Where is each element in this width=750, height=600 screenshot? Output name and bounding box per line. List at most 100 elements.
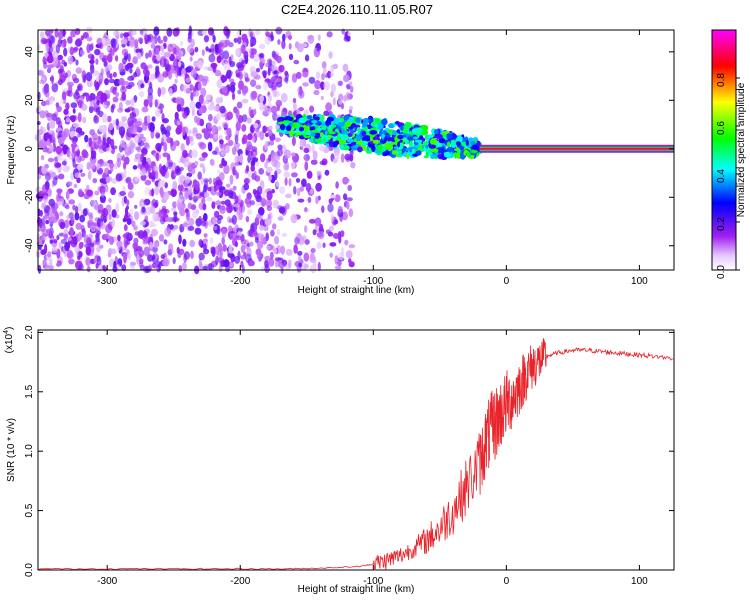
spectrogram-cell: [356, 140, 363, 146]
spectrogram-cell: [69, 127, 76, 132]
spectrogram-cell: [354, 121, 362, 125]
spectrogram-cell: [298, 107, 304, 112]
spectrogram-cell: [45, 228, 52, 235]
spectrogram-cell: [124, 156, 130, 165]
colorbar-ticks: 0.0 0.2 0.4 0.6 0.8: [716, 73, 740, 279]
spectrogram-cell: [208, 133, 214, 139]
spectrogram-cell: [306, 125, 310, 132]
spectrogram-cell: [249, 53, 255, 59]
snr-series-line: [37, 338, 675, 571]
spectrogram-cell: [123, 224, 128, 232]
spectrogram-cell: [377, 145, 383, 152]
spectrogram-cell: [69, 115, 76, 121]
spectrogram-cell: [94, 48, 101, 56]
spectrogram-cell: [251, 90, 258, 99]
spectrogram-cell: [344, 153, 352, 161]
spectrogram-cell: [85, 93, 90, 102]
spectrogram-cell: [154, 99, 158, 108]
spectrogram-cell: [225, 135, 231, 141]
spectrogram-cell: [307, 34, 315, 45]
spectrogram-cell: [58, 173, 65, 180]
spectrogram-cell: [59, 197, 63, 202]
spectrogram-cell: [285, 193, 292, 199]
spectrogram-cell: [267, 94, 273, 103]
spectrogram-cell: [254, 230, 258, 237]
spectrogram-cell: [181, 222, 189, 227]
spectrogram-cell: [201, 152, 208, 158]
spectrogram-cell: [80, 172, 86, 177]
spectrogram-cell: [227, 139, 234, 147]
spectrogram-cell: [140, 221, 146, 226]
spectrogram-cell: [104, 78, 109, 86]
spectrogram-cell: [449, 151, 453, 159]
spectrogram-cell: [223, 259, 230, 268]
spectrogram-cell: [244, 197, 251, 205]
spectrogram-cell: [45, 132, 50, 140]
spectrogram-cell: [203, 213, 208, 222]
spectrogram-cell: [381, 118, 388, 126]
spectrogram-cell: [334, 118, 340, 125]
spectrogram-cell: [114, 163, 118, 170]
spectrogram-cell: [187, 202, 193, 210]
spectrogram-cell: [194, 160, 199, 166]
spectrogram-cell: [142, 156, 147, 161]
spectrogram-cell: [90, 140, 97, 151]
spectrogram-cell: [341, 128, 345, 135]
spectrogram-cell: [369, 130, 378, 135]
snr-y-ticks: 0.0 0.5 1.0 1.5 2.0: [24, 325, 674, 577]
spectrogram-cell: [64, 205, 70, 210]
spectrogram-cell: [346, 138, 354, 143]
spectrogram-cell: [116, 157, 122, 168]
spectrogram-cell: [255, 161, 260, 167]
spectrogram-cell: [192, 196, 199, 202]
spectrogram-cell: [219, 248, 224, 258]
spectrogram-cell: [224, 189, 230, 197]
spectrogram-cell: [51, 130, 55, 141]
spectrogram-cell: [223, 164, 230, 175]
spectrogram-cell: [62, 144, 69, 155]
spectrogram-cell: [337, 122, 345, 127]
spectrogram-cell: [195, 101, 202, 109]
spectrogram-cell: [75, 222, 82, 230]
spectrogram-cell: [121, 264, 127, 272]
spectrogram-cell: [137, 164, 144, 170]
spectrogram-cell: [213, 133, 218, 139]
spectrogram-cell: [316, 170, 322, 176]
spectrogram-cell: [277, 228, 281, 236]
spectrogram-cell: [49, 119, 56, 129]
spectrogram-cell: [113, 30, 120, 36]
spectrogram-cell: [344, 114, 350, 121]
spectrogram-cell: [65, 102, 70, 111]
spectrogram-cell: [397, 134, 404, 140]
spectrogram-cell: [41, 202, 47, 210]
spectrogram-cell: [250, 42, 254, 48]
spectrogram-cell: [258, 53, 264, 58]
spectrogram-cell: [163, 239, 168, 245]
spectrogram-cell: [214, 43, 219, 54]
spectrogram-cell: [102, 137, 106, 146]
spectrogram-cell: [168, 88, 173, 96]
spectrogram-cell: [271, 62, 276, 72]
spectrogram-cell: [48, 34, 54, 44]
spectrogram-cell: [182, 238, 187, 247]
spectrogram-cell: [87, 220, 91, 229]
spectrogram-cell: [37, 264, 42, 274]
spectrogram-cell: [133, 95, 138, 103]
spectrogram-cell: [165, 162, 169, 168]
spectrogram-cell: [188, 161, 193, 171]
spectrogram-cell: [262, 125, 267, 134]
spectrogram-cell: [86, 79, 93, 88]
x-tick-label: -200: [230, 276, 250, 287]
spectrogram-cell: [140, 83, 145, 89]
spectrogram-cell: [41, 111, 47, 117]
spectrogram-cell: [274, 235, 280, 245]
spectrogram-cell: [110, 38, 117, 48]
spectrogram-cell: [251, 224, 255, 234]
x-tick-label: -100: [363, 576, 383, 587]
spectrogram-cell: [129, 208, 134, 216]
spectrogram-cell: [330, 64, 334, 74]
spectrogram-cell: [132, 56, 138, 64]
spectrogram-cell: [134, 153, 142, 160]
spectrogram-cell: [98, 72, 104, 83]
spectrogram-cell: [56, 234, 60, 241]
